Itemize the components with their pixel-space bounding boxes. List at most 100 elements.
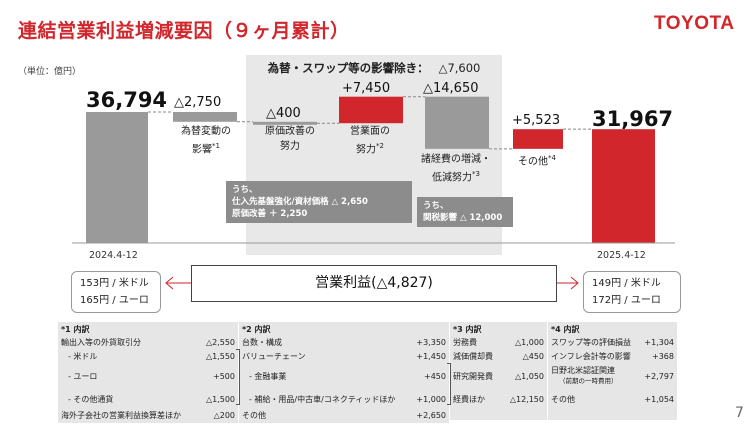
row-value: +500 [213, 372, 235, 381]
cost-label-line1: 原価改善の [265, 126, 315, 137]
unit-label: （単位：億円） [18, 67, 82, 77]
row-label: インフレ会計等の影響 [551, 351, 631, 361]
row-value: △1,500 [205, 395, 235, 404]
value-label-other: +5,523 [512, 113, 561, 128]
row-value: +1,304 [644, 338, 674, 347]
bar-end [592, 129, 655, 243]
row-value: +368 [652, 351, 674, 361]
expense-note-line2: 関税影響 △ 12,000 [423, 213, 503, 223]
rate-start-eur: 165円 / ユーロ [80, 295, 149, 306]
period-start: 2024.4-12 [89, 250, 138, 261]
row-label: バリューチェーン [242, 351, 306, 361]
operating-income-change: 営業利益(△4,827) [191, 265, 557, 302]
table-4-header: *4 内訳 [551, 325, 580, 334]
row-value: +1,000 [416, 395, 446, 404]
category-label-fx: 為替変動の 影響*1 [166, 124, 246, 157]
row-label: 研究開発費 [453, 372, 493, 381]
value-label-end: 31,967 [592, 107, 674, 131]
category-label-sales: 営業面の 努力*2 [330, 124, 410, 157]
row-value: △2,550 [205, 338, 235, 347]
cost-label-line2: 努力 [280, 141, 300, 152]
row-value: △1,050 [514, 372, 544, 381]
row-label: 減価償却費 [453, 351, 493, 361]
row-label: 台数・構成 [242, 338, 282, 347]
rate-end-usd: 149円 / 米ドル [592, 278, 661, 289]
row-value: +1,054 [644, 395, 674, 404]
table-2-header: *2 内訳 [242, 325, 271, 334]
breakdown-table-1: *1 内訳 輸出入等の外貨取引分 △2,550 - 米ドル △1,550 - ユーロ… [58, 322, 238, 423]
cost-note-line1: うち、 [232, 185, 258, 195]
row-value: △12,150 [509, 395, 544, 404]
bar-start [86, 112, 148, 243]
row-label: 経費ほか [453, 395, 485, 404]
bar-cost [253, 121, 317, 125]
fx-label-line2: 影響 [192, 144, 213, 156]
row-label: - その他通貨 [68, 395, 114, 404]
row-value: +3,350 [416, 338, 446, 347]
arrow-left-head [165, 276, 174, 290]
table-row: 研究開発費 △1,050 [450, 363, 547, 390]
adjusted-value: △7,600 [438, 61, 481, 75]
breakdown-table-2: *2 内訳 台数・構成 +3,350 バリューチェーン +1,450 - 金融事業 +… [239, 322, 449, 423]
bar-expense [425, 96, 489, 149]
row-value: △200 [213, 411, 235, 420]
table-row: 海外子会社の営業利益換算差ほか △200 [58, 409, 238, 423]
row-label: その他 [551, 395, 575, 404]
cost-note-line3: 原価改善 ＋ 2,250 [232, 209, 308, 219]
row-value: +2,797 [644, 372, 674, 381]
bar-sales [339, 96, 403, 124]
table-row: その他 +2,650 [239, 409, 449, 423]
category-label-expense: 諸経費の増減・ 低減努力*3 [406, 152, 506, 185]
adjusted-label: 為替・スワップ等の影響除き： △7,600 [246, 60, 502, 76]
table-row: - 補給・用品/中古車/コネクティッドほか +1,000 [239, 390, 449, 409]
table-row: その他 +1,054 [548, 390, 677, 409]
value-label-fx: △2,750 [174, 95, 222, 110]
value-label-sales: +7,450 [342, 81, 391, 96]
expense-breakdown-note: うち、 関税影響 △ 12,000 [417, 197, 513, 227]
other-note-mark: *4 [548, 154, 556, 162]
table-2-bracket [447, 363, 451, 405]
row-value: +2,650 [416, 411, 446, 420]
cost-breakdown-note: うち、 仕入先基盤強化/資材価格 △ 2,650 原価改善 ＋ 2,250 [226, 181, 412, 223]
sales-label-line1: 営業面の [350, 126, 390, 137]
row-value: △450 [522, 351, 544, 361]
expense-note-mark: *3 [472, 170, 480, 178]
table-row: 日野北米認証関連 （前期の一時費用） +2,797 [548, 363, 677, 390]
row-label: 日野北米認証関連 [551, 366, 615, 375]
table-row: 減価償却費 △450 [450, 350, 547, 364]
table-row: - ユーロ +500 [58, 363, 238, 390]
rate-box-end: 149円 / 米ドル 172円 / ユーロ [583, 271, 681, 313]
row-label: 労務費 [453, 338, 477, 347]
table-row: - 米ドル △1,550 [58, 350, 238, 364]
row-value: +450 [424, 372, 446, 381]
table-row: 経費ほか △12,150 [450, 390, 547, 409]
table-row: インフレ会計等の影響 +368 [548, 350, 677, 364]
row-label: スワップ等の評価損益 [551, 338, 631, 347]
row-label: 輸出入等の外貨取引分 [61, 338, 141, 347]
row-label: その他 [242, 411, 266, 420]
value-label-cost: △400 [266, 106, 301, 121]
category-label-other: その他*4 [502, 151, 572, 169]
row-label: - ユーロ [68, 372, 98, 381]
value-label-expense: △14,650 [423, 81, 479, 96]
breakdown-table-4: *4 内訳 スワップ等の評価損益 +1,304 インフレ会計等の影響 +368 日野… [548, 322, 677, 420]
table-row: 輸出入等の外貨取引分 △2,550 [58, 336, 238, 350]
adjusted-label-text: 為替・スワップ等の影響除き： [267, 61, 429, 75]
table-1-bracket [236, 349, 240, 405]
table-row: - 金融事業 +450 [239, 363, 449, 390]
table-1-header: *1 内訳 [61, 325, 90, 334]
row-value: △1,550 [205, 351, 235, 361]
rate-start-usd: 153円 / 米ドル [80, 278, 149, 289]
other-label-line1: その他 [518, 156, 549, 168]
table-row: - その他通貨 △1,500 [58, 390, 238, 409]
sales-label-line2: 努力 [356, 144, 377, 156]
row-label: - 金融事業 [249, 372, 287, 381]
row-label: - 米ドル [68, 351, 98, 361]
table-3-header: *3 内訳 [453, 325, 482, 334]
period-end: 2025.4-12 [597, 250, 646, 261]
table-row: バリューチェーン +1,450 [239, 350, 449, 364]
cost-note-line2: 仕入先基盤強化/資材価格 △ 2,650 [232, 197, 368, 207]
arrow-right-head [570, 276, 579, 290]
page-title: 連結営業利益増減要因（９ヶ月累計） [18, 20, 350, 42]
